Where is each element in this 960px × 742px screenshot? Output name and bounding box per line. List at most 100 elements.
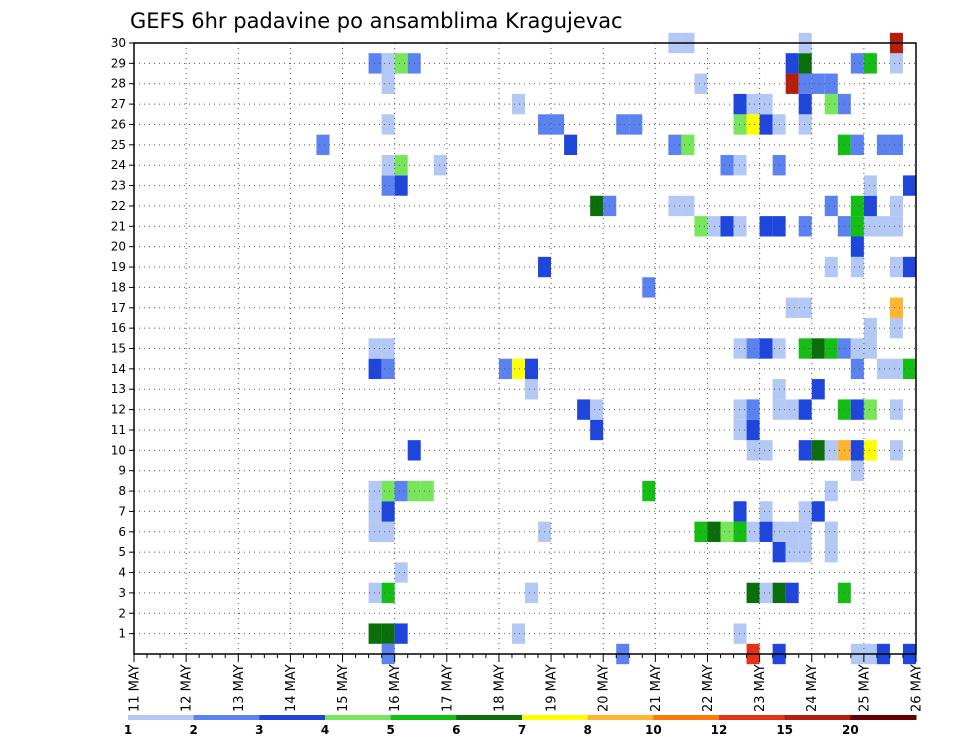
- heatmap-cell: [746, 114, 760, 135]
- heatmap-cell: [746, 582, 760, 604]
- heatmap-cell: [863, 53, 877, 74]
- heatmap-cell: [759, 338, 773, 359]
- heatmap-cell: [824, 73, 838, 94]
- heatmap-cell: [850, 53, 864, 74]
- heatmap-cell: [798, 73, 812, 94]
- heatmap-cell: [629, 114, 643, 135]
- heatmap-cell: [889, 53, 903, 74]
- heatmap-cell: [876, 358, 890, 380]
- heatmap-cell: [759, 521, 773, 542]
- heatmap-cell: [798, 521, 812, 542]
- heatmap-cell: [733, 155, 747, 176]
- y-tick-label: 14: [111, 362, 126, 376]
- legend-swatch: [587, 715, 654, 720]
- x-tick-label: 23 MAY: [753, 664, 768, 712]
- x-tick-label: 17 MAY: [440, 664, 455, 712]
- heatmap-cell: [876, 216, 890, 237]
- heatmap-cell: [824, 440, 838, 461]
- x-tick-label: 11 MAY: [128, 664, 143, 712]
- legend-swatch: [456, 715, 523, 720]
- heatmap-cell: [798, 440, 812, 461]
- heatmap-cell: [394, 53, 408, 74]
- heatmap-cell: [577, 399, 591, 420]
- heatmap-cell: [759, 216, 773, 237]
- heatmap-cell: [863, 216, 877, 237]
- heatmap-cell: [498, 358, 512, 380]
- heatmap-cell: [368, 53, 382, 74]
- heatmap-cell: [590, 195, 604, 217]
- heatmap-cell: [525, 582, 539, 604]
- y-tick-label: 6: [118, 525, 126, 539]
- heatmap-cell: [850, 440, 864, 461]
- heatmap-cell: [759, 582, 773, 604]
- heatmap-cell: [525, 358, 539, 380]
- y-tick-label: 25: [111, 138, 126, 152]
- heatmap-cell: [798, 399, 812, 420]
- heatmap-cell: [694, 521, 708, 542]
- heatmap-cell: [759, 501, 773, 522]
- heatmap-cell: [850, 216, 864, 237]
- heatmap-cell: [785, 521, 799, 542]
- heatmap-cell: [889, 134, 903, 156]
- heatmap-cell: [642, 277, 656, 298]
- x-tick-label: 22 MAY: [701, 664, 716, 712]
- heatmap-cell: [824, 195, 838, 217]
- y-tick-label: 24: [111, 158, 126, 172]
- heatmap-cell: [694, 73, 708, 94]
- legend-swatch: [128, 715, 195, 720]
- heatmap-cell: [798, 541, 812, 563]
- legend-swatch: [522, 715, 589, 720]
- legend-label: 2: [189, 723, 197, 737]
- heatmap-cell: [368, 338, 382, 359]
- y-tick-label: 15: [111, 342, 126, 356]
- heatmap-cell: [551, 114, 565, 135]
- heatmap-cell: [850, 338, 864, 359]
- heatmap-cell: [694, 216, 708, 237]
- heatmap-cell: [798, 297, 812, 318]
- heatmap-cell: [798, 53, 812, 74]
- x-tick-label: 21 MAY: [649, 664, 664, 712]
- y-tick-label: 17: [111, 301, 126, 315]
- axes: 1234567891011121314151617181920212223242…: [111, 36, 925, 712]
- heatmap-cell: [746, 93, 760, 115]
- heatmap-cell: [785, 73, 799, 94]
- heatmap-cell: [394, 562, 408, 583]
- legend-swatch: [784, 715, 851, 720]
- heatmap-cell: [381, 358, 395, 380]
- legend-label: 7: [518, 723, 526, 737]
- heatmap-cell: [811, 440, 825, 461]
- heatmap-cell: [433, 155, 447, 176]
- heatmap-cell: [759, 114, 773, 135]
- heatmap-cell: [889, 358, 903, 380]
- y-tick-label: 20: [111, 240, 126, 254]
- legend-swatch: [850, 715, 917, 720]
- legend-swatch: [193, 715, 260, 720]
- heatmap-cell: [785, 399, 799, 420]
- legend-label: 12: [711, 723, 728, 737]
- y-tick-label: 1: [118, 627, 126, 641]
- heatmap-cell: [394, 175, 408, 196]
- heatmap-cell: [824, 541, 838, 563]
- heatmap-cell: [368, 582, 382, 604]
- y-tick-label: 12: [111, 403, 126, 417]
- heatmap-cell: [811, 338, 825, 359]
- legend-swatch: [325, 715, 392, 720]
- y-tick-label: 23: [111, 179, 126, 193]
- heatmap-cell: [733, 521, 747, 542]
- heatmap-cell: [733, 216, 747, 237]
- heatmap-cell: [850, 236, 864, 257]
- y-tick-label: 8: [118, 484, 126, 498]
- heatmap-cell: [785, 297, 799, 318]
- y-tick-label: 18: [111, 280, 126, 294]
- chart-title: GEFS 6hr padavine po ansamblima Kragujev…: [130, 9, 623, 33]
- heatmap-cell: [368, 480, 382, 502]
- heatmap-cell: [746, 419, 760, 441]
- heatmap-cell: [316, 134, 330, 156]
- heatmap-cell: [811, 379, 825, 400]
- heatmap-cell: [381, 338, 395, 359]
- heatmap-cell: [850, 195, 864, 217]
- heatmap-cell: [420, 480, 434, 502]
- heatmap-cell: [733, 623, 747, 644]
- x-tick-label: 18 MAY: [492, 664, 507, 712]
